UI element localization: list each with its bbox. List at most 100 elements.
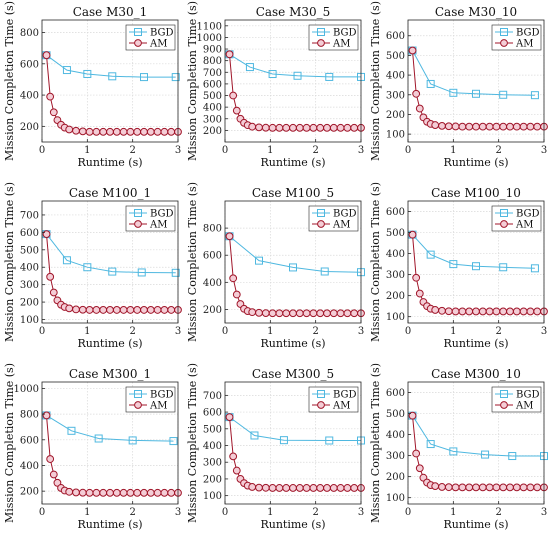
x-tick-label: 1 xyxy=(267,145,273,156)
x-tick-label: 3 xyxy=(541,145,547,156)
am-marker xyxy=(248,122,257,131)
x-tick-label: 0 xyxy=(222,145,228,156)
legend-label-am: AM xyxy=(149,220,167,231)
am-marker xyxy=(343,309,352,318)
am-marker xyxy=(519,483,528,492)
legend-marker-bgd xyxy=(500,28,508,36)
am-marker xyxy=(492,307,501,316)
am-marker xyxy=(336,123,345,132)
am-marker xyxy=(412,89,421,98)
legend-marker-am xyxy=(500,39,508,47)
am-marker xyxy=(275,484,284,492)
chart-title: Case M30_10 xyxy=(435,5,517,19)
legend-marker-am xyxy=(134,220,142,228)
y-tick-label: 300 xyxy=(386,451,405,462)
y-axis-label: Mission Completion Time (s) xyxy=(3,363,16,523)
legend-label-bgd: BGD xyxy=(150,28,174,39)
am-marker xyxy=(275,123,284,132)
am-marker xyxy=(451,483,460,492)
y-tick-label: 600 xyxy=(386,388,405,399)
y-tick-label: 400 xyxy=(20,263,39,274)
am-marker xyxy=(275,309,284,318)
am-marker xyxy=(444,307,453,316)
legend-label-am: AM xyxy=(332,39,350,50)
am-marker xyxy=(106,306,114,314)
am-marker xyxy=(415,464,424,473)
y-tick-label: 400 xyxy=(203,278,222,289)
am-marker xyxy=(153,127,162,136)
am-marker xyxy=(112,306,121,314)
y-tick-label: 400 xyxy=(203,103,222,114)
am-marker xyxy=(85,306,94,314)
y-tick-label: 800 xyxy=(20,410,39,421)
am-marker xyxy=(533,483,542,492)
axes-box xyxy=(224,200,362,324)
am-marker xyxy=(255,308,263,317)
am-marker xyxy=(526,483,535,492)
bgd-marker xyxy=(472,89,480,98)
y-tick-label: 1100 xyxy=(197,21,222,32)
am-marker xyxy=(343,123,352,132)
am-marker xyxy=(261,309,270,318)
y-tick-label: 500 xyxy=(203,424,222,435)
y-axis-label: Mission Completion Time (s) xyxy=(186,182,199,342)
x-tick-label: 1 xyxy=(84,145,90,156)
am-marker xyxy=(49,288,58,297)
x-axis-label: Runtime (s) xyxy=(443,156,508,169)
x-tick-label: 2 xyxy=(495,507,501,518)
y-tick-label: 100 xyxy=(386,493,405,504)
am-marker xyxy=(99,127,108,136)
chart-title: Case M100_10 xyxy=(431,186,521,200)
am-marker xyxy=(323,123,331,132)
bgd-marker xyxy=(426,250,435,259)
y-tick-label: 700 xyxy=(203,68,222,79)
am-marker xyxy=(438,306,446,315)
am-marker xyxy=(512,307,521,316)
legend-label-am: AM xyxy=(149,39,167,50)
am-marker xyxy=(160,306,169,314)
am-marker xyxy=(126,127,135,136)
y-tick-label: 400 xyxy=(20,91,39,102)
legend-label-bgd: BGD xyxy=(333,209,357,220)
am-marker xyxy=(229,452,238,461)
x-tick-label: 1 xyxy=(267,507,273,518)
bgd-marker xyxy=(137,268,146,277)
y-tick-label: 400 xyxy=(386,249,405,260)
axes-box xyxy=(407,19,545,143)
am-marker xyxy=(133,306,142,314)
y-tick-label: 800 xyxy=(203,56,222,67)
legend-marker-bgd xyxy=(134,209,142,217)
bgd-marker xyxy=(530,264,539,273)
y-tick-label: 900 xyxy=(203,45,222,56)
x-tick-label: 3 xyxy=(358,326,364,337)
y-tick-label: 300 xyxy=(386,270,405,281)
y-tick-label: 700 xyxy=(203,391,222,402)
axes-box xyxy=(224,381,362,505)
am-marker xyxy=(112,127,121,136)
series-line-bgd xyxy=(412,415,544,457)
y-tick-label: 600 xyxy=(203,79,222,90)
chart-title: Case M300_10 xyxy=(431,367,521,381)
y-tick-label: 200 xyxy=(203,305,222,316)
chart-panel: 0 1 2 3 100 200 300 400 500 600 700 Case M100_1 Runt… xyxy=(3,182,182,350)
am-marker xyxy=(485,307,494,316)
x-tick-label: 0 xyxy=(39,326,45,337)
x-tick-label: 2 xyxy=(312,507,318,518)
am-marker xyxy=(65,304,74,313)
legend-marker-am xyxy=(317,401,325,409)
x-tick-label: 0 xyxy=(222,326,228,337)
am-marker xyxy=(519,122,528,131)
legend-label-am: AM xyxy=(149,401,167,412)
am-marker xyxy=(465,307,474,316)
axes-box xyxy=(407,200,545,324)
x-tick-label: 1 xyxy=(450,326,456,337)
am-marker xyxy=(329,123,338,132)
am-marker xyxy=(46,92,55,101)
x-tick-label: 3 xyxy=(175,145,181,156)
y-tick-label: 200 xyxy=(203,126,222,137)
series-line-bgd xyxy=(412,50,535,96)
am-marker xyxy=(248,308,257,317)
x-tick-label: 2 xyxy=(312,326,318,337)
am-marker xyxy=(512,483,521,492)
am-marker xyxy=(49,108,58,117)
